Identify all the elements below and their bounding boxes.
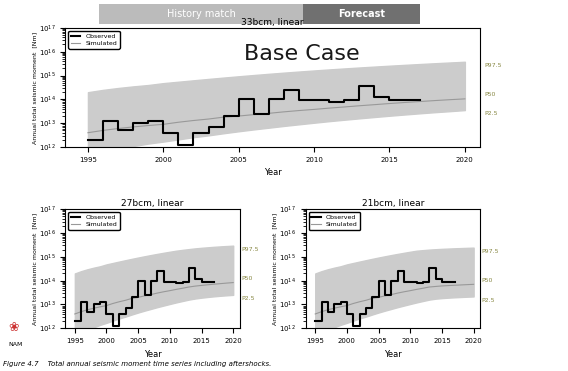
Legend: Observed, Simulated: Observed, Simulated xyxy=(69,31,120,49)
Bar xyxy=(303,4,420,24)
X-axis label: Year: Year xyxy=(264,168,282,177)
Title: 33bcm, linear: 33bcm, linear xyxy=(241,18,304,27)
Text: Figure 4.7    Total annual seismic moment time series including aftershocks.: Figure 4.7 Total annual seismic moment t… xyxy=(3,361,271,367)
Y-axis label: Annual total seismic moment  [Nm]: Annual total seismic moment [Nm] xyxy=(32,213,37,325)
Text: P50: P50 xyxy=(241,276,253,281)
Text: P97.5: P97.5 xyxy=(485,63,502,68)
Legend: Observed, Simulated: Observed, Simulated xyxy=(309,212,360,230)
Text: P97.5: P97.5 xyxy=(241,247,259,252)
Legend: Observed, Simulated: Observed, Simulated xyxy=(69,212,120,230)
Y-axis label: Annual total seismic moment  [Nm]: Annual total seismic moment [Nm] xyxy=(32,32,37,144)
Text: P50: P50 xyxy=(485,92,496,97)
Text: P2.5: P2.5 xyxy=(241,296,255,301)
X-axis label: Year: Year xyxy=(144,349,161,359)
Title: 27bcm, linear: 27bcm, linear xyxy=(121,199,183,208)
Text: History match: History match xyxy=(167,9,236,19)
Text: ❀: ❀ xyxy=(9,321,19,334)
Text: P2.5: P2.5 xyxy=(485,111,498,116)
Title: 21bcm, linear: 21bcm, linear xyxy=(362,199,424,208)
Text: P97.5: P97.5 xyxy=(482,249,499,254)
Bar xyxy=(99,4,303,24)
Y-axis label: Annual total seismic moment  [Nm]: Annual total seismic moment [Nm] xyxy=(273,213,278,325)
Text: Base Case: Base Case xyxy=(244,44,360,64)
Text: Forecast: Forecast xyxy=(339,9,385,19)
Text: P50: P50 xyxy=(482,278,493,283)
X-axis label: Year: Year xyxy=(384,349,402,359)
Text: P2.5: P2.5 xyxy=(482,298,495,303)
Text: NAM: NAM xyxy=(9,342,23,347)
